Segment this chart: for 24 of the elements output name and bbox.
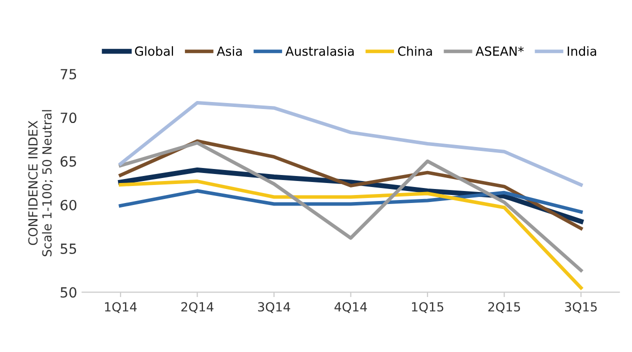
line-series: [118, 141, 583, 272]
x-tick-label: 3Q15: [565, 302, 597, 313]
x-tick-label: 1Q14: [105, 302, 137, 313]
x-tick-label: 4Q14: [334, 302, 367, 313]
legend-label: ASEAN*: [476, 46, 524, 56]
y-tick-label: 50: [60, 287, 76, 298]
x-tick-label: 3Q14: [258, 302, 290, 313]
y-tick-label: 60: [60, 200, 76, 210]
legend-label: Asia: [216, 46, 242, 56]
y-tick-label: 75: [60, 69, 76, 80]
line-series: [118, 180, 583, 290]
legend-label: India: [568, 46, 596, 56]
y-axis-title: CONFIDENCE INDEX Scale 1-100; 50 Neutral: [28, 110, 53, 256]
x-tick-label: 2Q14: [181, 302, 214, 313]
y-tick-label: 65: [60, 156, 76, 167]
legend-label: Australasia: [285, 46, 354, 56]
legend-label: Global: [134, 46, 173, 56]
y-tick-label: 55: [60, 244, 76, 254]
x-tick-label: 2Q15: [488, 302, 520, 313]
line-series: [118, 189, 583, 214]
line-series: [118, 100, 583, 187]
y-tick-label: 70: [60, 112, 76, 124]
legend-label: China: [398, 46, 432, 56]
x-tick-label: 1Q15: [412, 302, 444, 313]
